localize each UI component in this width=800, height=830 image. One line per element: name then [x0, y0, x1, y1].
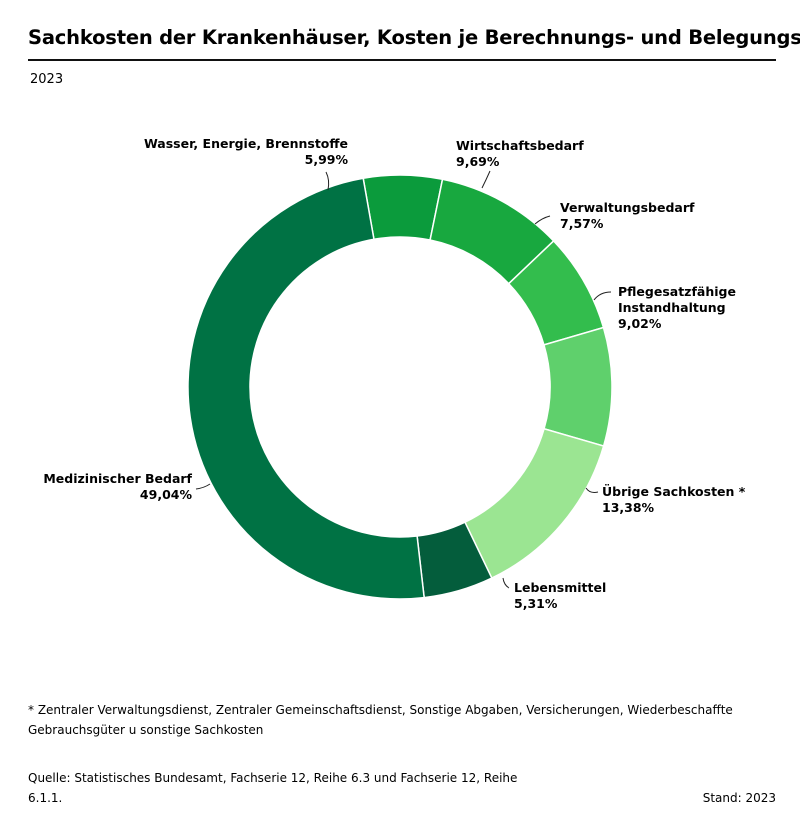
slice-label-0: Wasser, Energie, Brennstoffe 5,99%: [144, 136, 348, 191]
slice-value-4: 13,38%: [602, 500, 655, 515]
slice-label-text-5: Lebensmittel 5,31%: [514, 580, 606, 611]
donut-slice-3: [543, 326, 613, 447]
slice-value-2: 7,57%: [560, 216, 604, 231]
slice-label-4: Übrige Sachkosten * 13,38%: [585, 484, 746, 515]
chart-title: Sachkosten der Krankenhäuser, Kosten je …: [28, 26, 800, 49]
slice-name-5: Lebensmittel: [514, 580, 606, 595]
slice-label-5: Lebensmittel 5,31%: [502, 577, 606, 611]
slice-label-6: Medizinischer Bedarf 49,04%: [43, 471, 211, 502]
leader-line-6: [195, 483, 211, 490]
slice-name-3: Instandhaltung: [618, 300, 726, 315]
stand-note: Stand: 2023: [702, 791, 776, 805]
slice-label-text-4: Übrige Sachkosten * 13,38%: [602, 484, 746, 515]
slice-name-3: Pflegesatzfähige: [618, 284, 736, 299]
slice-value-1: 9,69%: [456, 154, 500, 169]
slice-label-1: Wirtschaftsbedarf 9,69%: [456, 138, 584, 189]
slice-name-6: Medizinischer Bedarf: [43, 471, 192, 486]
leader-line-2: [534, 215, 551, 225]
slice-label-2: Verwaltungsbedarf 7,57%: [534, 200, 695, 231]
donut-slice-4: [463, 427, 605, 580]
leader-line-4: [585, 487, 599, 493]
slice-value-0: 5,99%: [305, 152, 349, 167]
slice-name-0: Wasser, Energie, Brennstoffe: [144, 136, 348, 151]
slice-label-text-2: Verwaltungsbedarf 7,57%: [560, 200, 695, 231]
title-divider: [28, 59, 776, 61]
donut-slice-0: [362, 174, 444, 241]
slice-name-1: Wirtschaftsbedarf: [456, 138, 584, 153]
slice-label-text-1: Wirtschaftsbedarf 9,69%: [456, 138, 584, 169]
chart-year: 2023: [30, 72, 64, 87]
footnote: * Zentraler Verwaltungsdienst, Zentraler…: [28, 703, 733, 737]
slice-name-2: Verwaltungsbedarf: [560, 200, 695, 215]
slice-value-3: 9,02%: [618, 316, 662, 331]
slice-label-text-3: Pflegesatzfähige Instandhaltung 9,02%: [618, 284, 736, 331]
donut-slice-6: [187, 177, 425, 600]
leader-line-1: [481, 170, 491, 189]
slice-label-text-0: Wasser, Energie, Brennstoffe 5,99%: [144, 136, 348, 167]
slice-label-3: Pflegesatzfähige Instandhaltung 9,02%: [593, 284, 736, 331]
slice-name-4: Übrige Sachkosten *: [602, 484, 746, 499]
slice-value-6: 49,04%: [140, 487, 193, 502]
leader-line-0: [325, 171, 330, 191]
slice-label-text-6: Medizinischer Bedarf 49,04%: [43, 471, 192, 502]
leader-line-3: [593, 291, 612, 301]
slice-value-5: 5,31%: [514, 596, 558, 611]
leader-line-5: [502, 577, 510, 589]
source-note: Quelle: Statistisches Bundesamt, Fachser…: [28, 771, 518, 805]
